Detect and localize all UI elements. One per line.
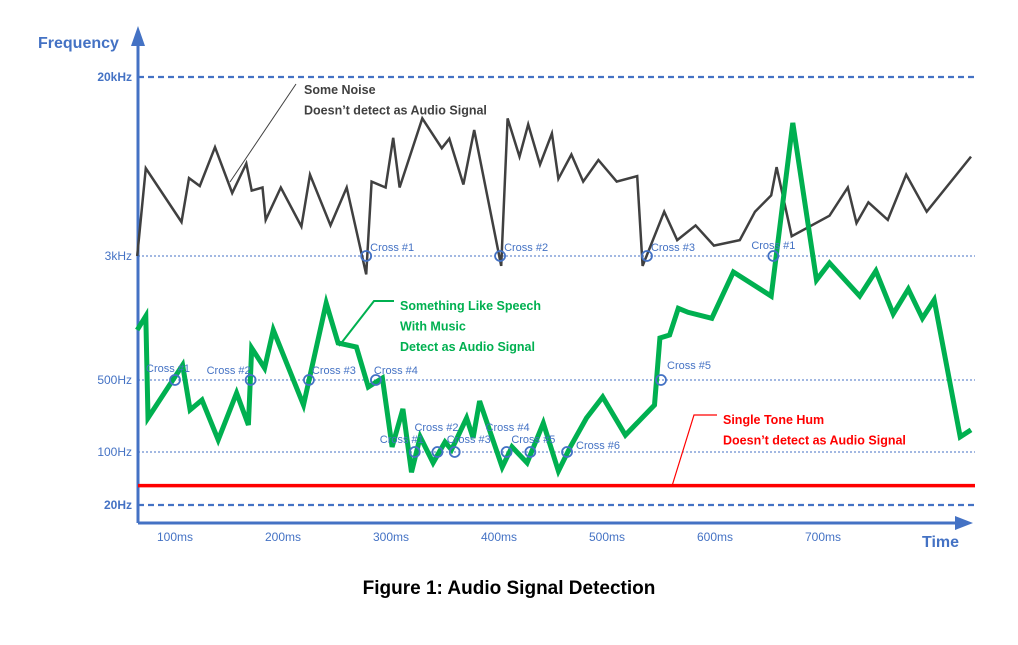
y-tick-label: 100Hz (97, 445, 132, 459)
crossing-marker (494, 250, 506, 262)
x-tick-label: 500ms (589, 530, 625, 544)
crossing-label: Cross #3 (312, 365, 356, 377)
crossing-label: Cross #2 (414, 422, 458, 434)
crossing-label: Cross #4 (486, 422, 530, 434)
crossing-marker (448, 446, 461, 458)
annotation-text-noise: Doesn’t detect as Audio Signal (304, 104, 487, 118)
audio-detection-chart: 20kHz 3kHz 500Hz 100Hz 20Hz Frequency Time 100m… (38, 26, 975, 551)
series-line-noise (135, 115, 972, 275)
y-tick-label: 3kHz (105, 249, 132, 263)
y-tick-label: 20kHz (97, 70, 132, 84)
crossing-marker (369, 374, 382, 386)
annotation-text-hum: Doesn’t detect as Audio Signal (723, 434, 906, 448)
crossing-label: Cross #6 (576, 440, 620, 452)
crossing-marker (360, 250, 373, 262)
crossing-label: Cross #5 (667, 360, 711, 372)
crossing-marker (244, 374, 257, 386)
x-tick-label: 300ms (373, 530, 409, 544)
annotation-text-speech: Detect as Audio Signal (400, 340, 535, 354)
x-tick-label: 100ms (157, 530, 193, 544)
crossing-marker (641, 250, 653, 262)
y-tick-label: 500Hz (97, 373, 132, 387)
crossing-marker (767, 250, 780, 262)
crossing-label: Cross #3 (447, 434, 491, 446)
crossing-marker (524, 446, 537, 458)
y-axis-title: Frequency (38, 35, 119, 52)
x-tick-label: 700ms (805, 530, 841, 544)
x-tick-label: 600ms (697, 530, 733, 544)
annotation-text-noise: Some Noise (304, 83, 376, 97)
crossing-label: Cross #1 (146, 363, 190, 375)
crossing-label: Cross #1 (370, 242, 414, 254)
x-tick-label: 400ms (481, 530, 517, 544)
crossing-label: Cross #4 (374, 365, 418, 377)
series-line-speech (135, 122, 973, 478)
annotation-text-speech: With Music (400, 320, 466, 334)
crossing-label: Cross #2 (504, 242, 548, 254)
crossing-marker (500, 446, 513, 458)
y-axis-arrow-icon (131, 26, 145, 46)
crossing-marker (561, 446, 573, 458)
crossing-marker (655, 374, 667, 386)
annotation-text-speech: Something Like Speech (400, 299, 541, 313)
crossing-label: Cross #5 (511, 434, 555, 446)
x-axis-title: Time (922, 534, 959, 551)
crossing-marker (431, 446, 444, 458)
y-tick-label: 20Hz (104, 498, 132, 512)
crossing-marker (408, 446, 421, 458)
annotation-leader-hum (671, 414, 717, 487)
x-axis-arrow-icon (955, 516, 973, 530)
figure-caption: Figure 1: Audio Signal Detection (362, 578, 656, 599)
annotation-text-hum: Single Tone Hum (723, 413, 824, 427)
annotation-leader-noise (229, 83, 297, 183)
crossing-label: Cross #2 (207, 365, 251, 377)
crossing-label: Cross #3 (651, 242, 695, 254)
crossing-marker (169, 374, 181, 386)
annotation-leader-speech (338, 300, 394, 347)
crossing-label: Cross #1 (380, 434, 424, 446)
crossing-marker (303, 374, 315, 386)
x-tick-label: 200ms (265, 530, 301, 544)
crossing-label: Cross #1 (751, 240, 795, 252)
